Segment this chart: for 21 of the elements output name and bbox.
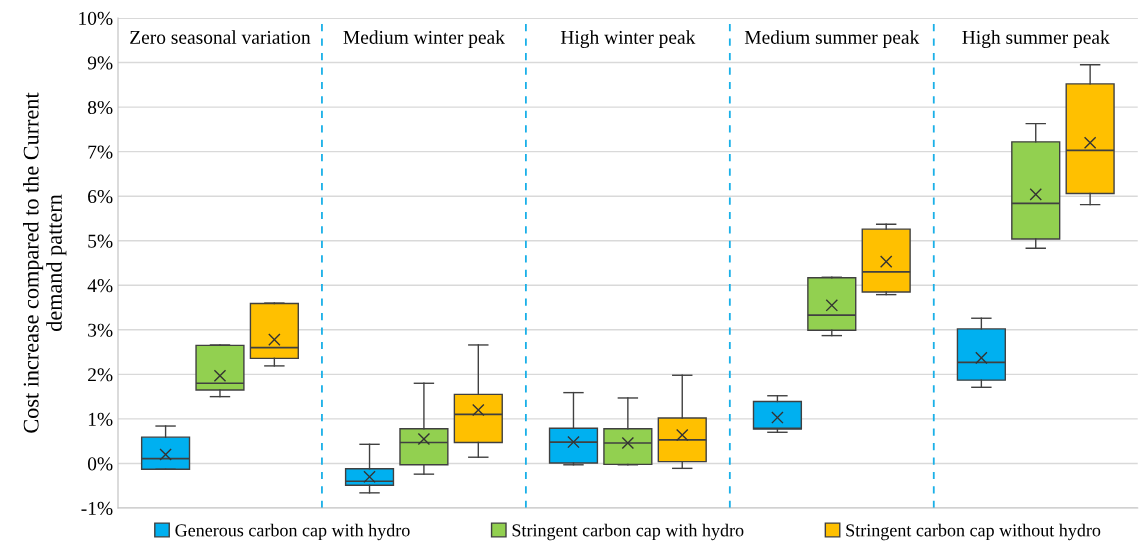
y-tick-label: 6%: [88, 190, 113, 204]
x-tick-label: High summer peak: [962, 30, 1110, 48]
y-tick-label: 3%: [88, 323, 113, 337]
y-axis-title: Cost increase compared to the Current demand pattern: [23, 92, 67, 433]
y-tick-label: 10%: [79, 11, 113, 25]
y-tick-label: 2%: [88, 368, 113, 382]
legend-label: Stringent carbon cap without hydro: [846, 523, 1101, 541]
x-tick-label: Medium winter peak: [343, 30, 505, 48]
y-tick-label: 1%: [88, 412, 113, 426]
y-tick-label: 9%: [87, 56, 113, 70]
x-tick-label: High winter peak: [560, 30, 696, 48]
y-tick-label: -1%: [81, 501, 113, 515]
legend-label: Generous carbon cap with hydro: [175, 523, 410, 541]
y-tick-label: 5%: [88, 234, 113, 248]
y-tick-label: 7%: [88, 145, 113, 159]
x-tick-label: Medium summer peak: [744, 30, 920, 48]
y-tick-label: 4%: [87, 279, 113, 293]
y-tick-label: 8%: [87, 100, 113, 115]
y-tick-label: 0%: [87, 457, 113, 471]
legend-label: Stringent carbon cap with hydro: [512, 523, 744, 541]
x-tick-label: Zero seasonal variation: [130, 30, 311, 44]
